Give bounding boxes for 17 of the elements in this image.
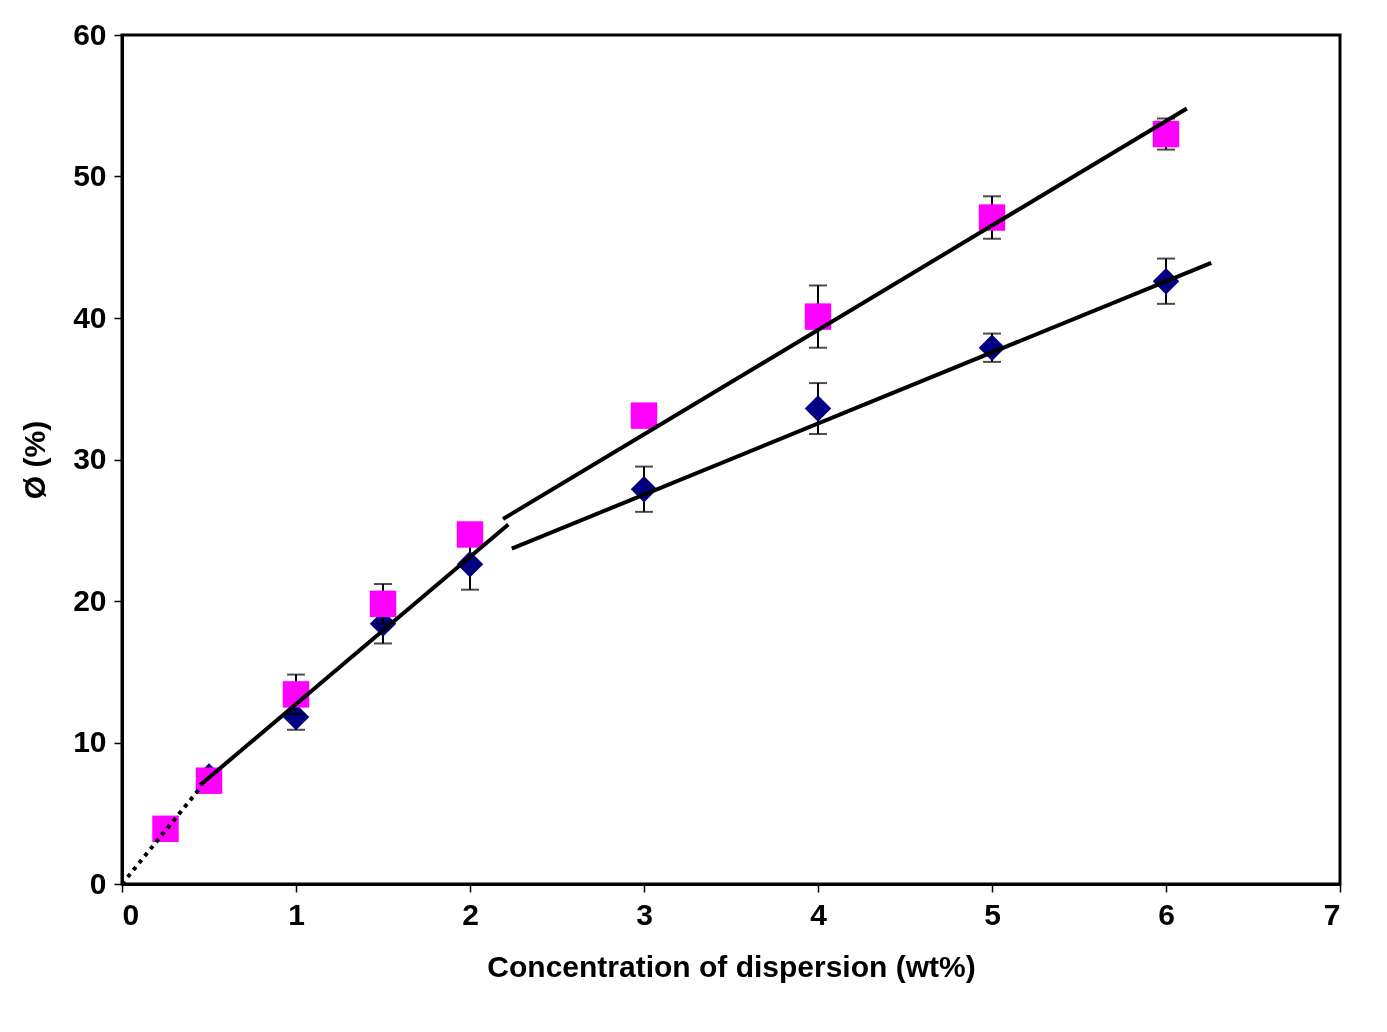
y-tick-label: 20 [73,583,107,617]
y-tick-label: 40 [73,300,107,334]
y-tick-label: 50 [73,159,107,192]
x-tick-label: 4 [810,897,828,931]
x-tick-label: 2 [462,897,479,931]
y-axis-title: Ø (%) [18,420,52,500]
x-tick-label: 5 [984,897,1001,931]
x-tick-label: 1 [288,897,305,931]
y-tick-label: 10 [73,725,107,758]
y-tick-label: 30 [73,442,107,475]
y-tick-label: 60 [73,17,107,51]
y-tick-label: 0 [89,866,107,900]
x-tick-label: 7 [1323,897,1341,931]
x-tick-label: 3 [636,897,653,931]
x-tick-label: 6 [1158,897,1175,931]
x-tick-label: 0 [122,897,140,931]
x-axis-title: Concentration of dispersion (wt%) [487,949,976,983]
